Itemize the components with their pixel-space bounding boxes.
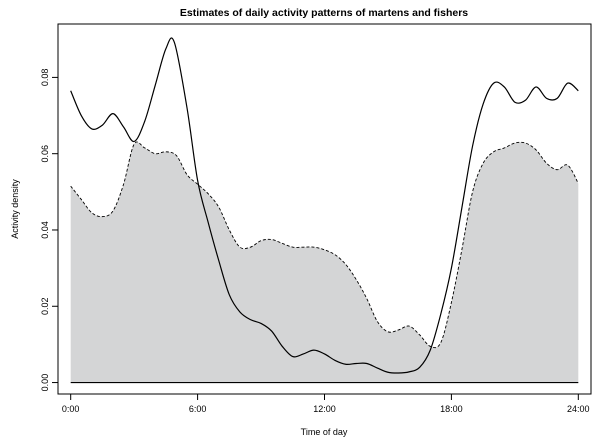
y-tick-label: 0.06 [40,145,50,163]
x-tick-label: 12:00 [313,404,336,414]
y-tick-label: 0.00 [40,374,50,392]
x-tick-label: 24:00 [567,404,590,414]
series-1-line [70,37,579,374]
series-2-line [70,141,579,349]
x-axis-label: Time of day [301,427,348,437]
x-tick-label: 18:00 [440,404,463,414]
x-tick-label: 0:00 [62,404,80,414]
y-axis: 0.00 0.02 0.04 0.06 0.08 [40,69,59,392]
x-axis: 0:00 6:00 12:00 18:00 24:00 [62,393,590,414]
chart-title: Estimates of daily activity patterns of … [180,7,468,19]
line-layer [70,37,579,384]
x-tick-label: 6:00 [189,404,207,414]
y-tick-label: 0.04 [40,221,50,239]
series-2-area [70,141,579,383]
y-tick-label: 0.08 [40,69,50,87]
y-axis-label: Activity density [10,179,20,239]
y-tick-label: 0.02 [40,298,50,316]
area-layer [70,141,579,383]
